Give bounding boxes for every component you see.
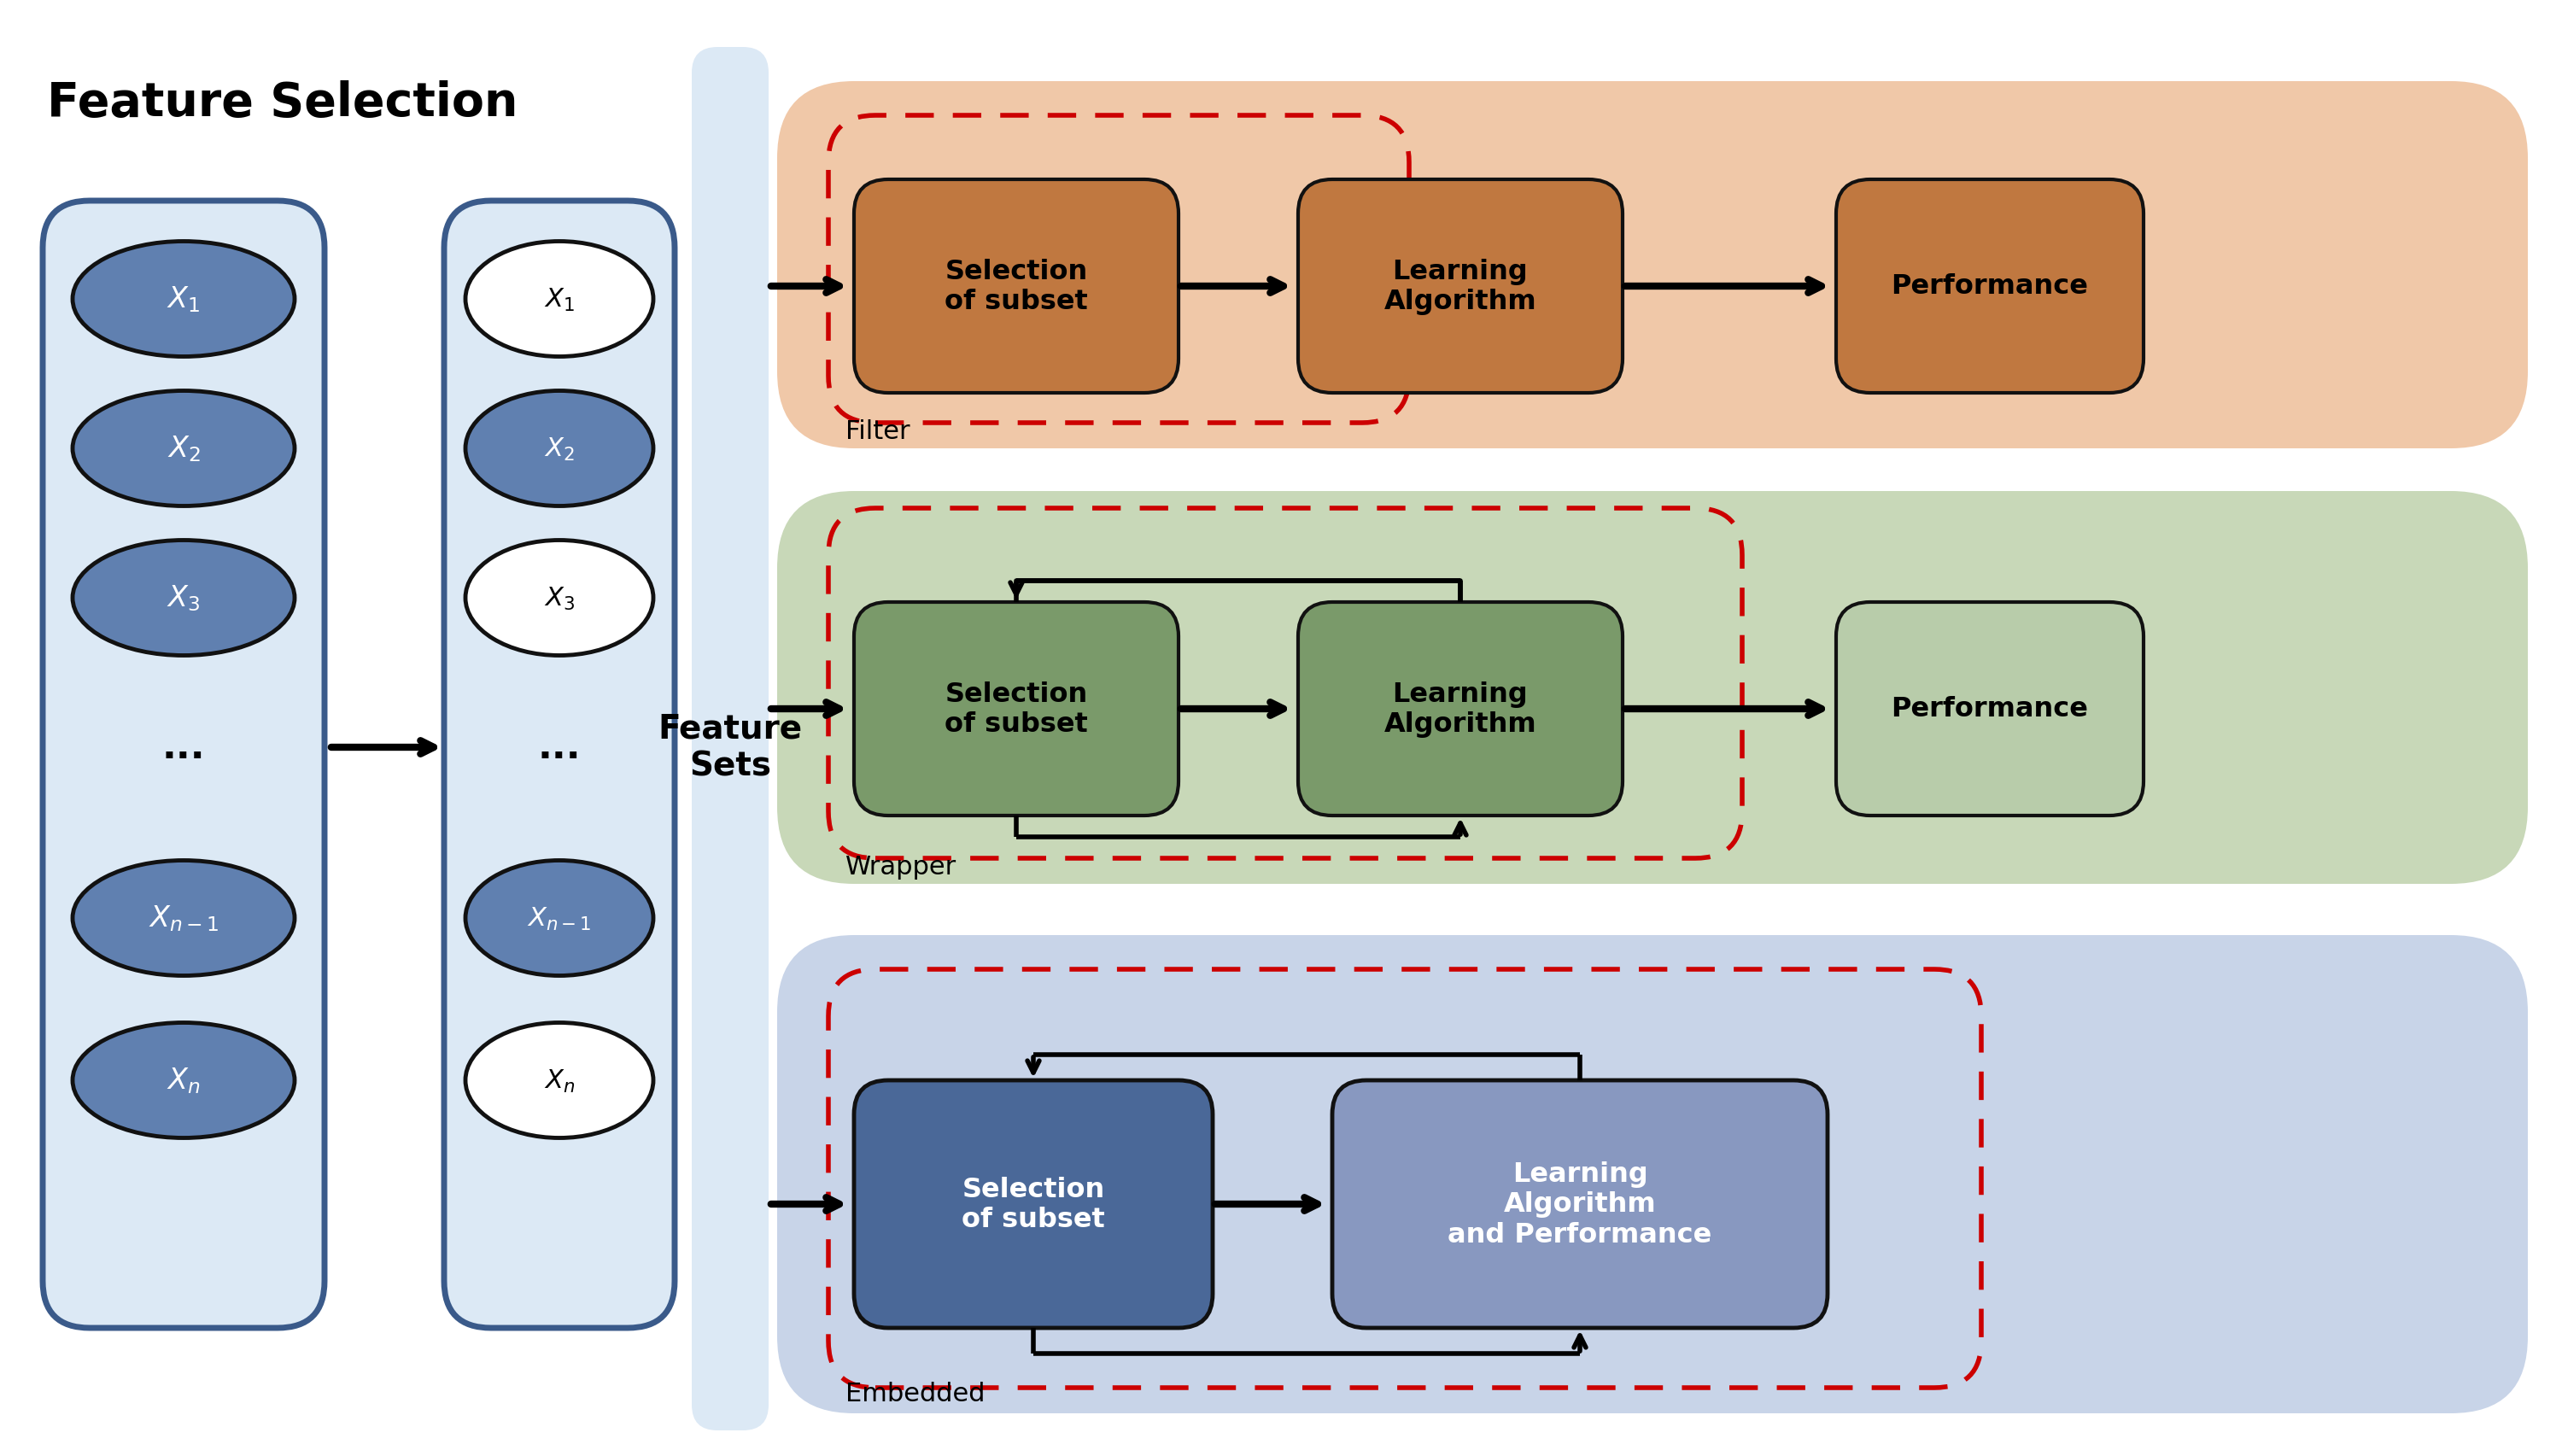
- Text: $X_n$: $X_n$: [543, 1067, 574, 1093]
- Text: Performance: Performance: [1891, 274, 2088, 300]
- Text: Performance: Performance: [1891, 696, 2088, 722]
- Ellipse shape: [72, 1024, 295, 1139]
- Text: $X_2$: $X_2$: [167, 434, 200, 463]
- Text: Wrapper: Wrapper: [845, 855, 956, 879]
- Text: Feature Selection: Feature Selection: [46, 80, 518, 127]
- Text: $X_{n-1}$: $X_{n-1}$: [149, 904, 218, 933]
- Text: Learning
Algorithm
and Performance: Learning Algorithm and Performance: [1448, 1160, 1711, 1248]
- Ellipse shape: [72, 860, 295, 976]
- FancyBboxPatch shape: [776, 935, 2529, 1414]
- Ellipse shape: [466, 860, 653, 976]
- Text: $X_3$: $X_3$: [543, 585, 574, 612]
- Text: $X_3$: $X_3$: [167, 584, 200, 613]
- FancyBboxPatch shape: [776, 492, 2529, 884]
- Text: Selection
of subset: Selection of subset: [945, 681, 1089, 738]
- FancyBboxPatch shape: [1332, 1080, 1827, 1328]
- Text: $X_n$: $X_n$: [167, 1066, 200, 1095]
- FancyBboxPatch shape: [853, 181, 1179, 393]
- Ellipse shape: [466, 1024, 653, 1139]
- Text: Learning
Algorithm: Learning Algorithm: [1383, 258, 1537, 316]
- FancyBboxPatch shape: [692, 48, 769, 1430]
- Ellipse shape: [72, 392, 295, 507]
- Text: Filter: Filter: [845, 419, 910, 444]
- FancyBboxPatch shape: [443, 201, 674, 1328]
- Text: Selection
of subset: Selection of subset: [961, 1176, 1104, 1233]
- Text: $X_2$: $X_2$: [543, 435, 574, 462]
- FancyBboxPatch shape: [1837, 181, 2144, 393]
- Text: Selection
of subset: Selection of subset: [945, 258, 1089, 316]
- Ellipse shape: [72, 540, 295, 655]
- FancyBboxPatch shape: [1299, 603, 1622, 815]
- Ellipse shape: [72, 242, 295, 357]
- Ellipse shape: [466, 392, 653, 507]
- Text: Feature
Sets: Feature Sets: [658, 712, 802, 783]
- FancyBboxPatch shape: [44, 201, 325, 1328]
- Text: $X_1$: $X_1$: [167, 285, 200, 314]
- Text: Embedded: Embedded: [845, 1380, 984, 1405]
- Ellipse shape: [466, 242, 653, 357]
- FancyBboxPatch shape: [776, 82, 2529, 448]
- Text: $X_{n-1}$: $X_{n-1}$: [528, 906, 592, 932]
- Text: $X_1$: $X_1$: [543, 287, 574, 313]
- Text: Learning
Algorithm: Learning Algorithm: [1383, 681, 1537, 738]
- FancyBboxPatch shape: [1299, 181, 1622, 393]
- FancyBboxPatch shape: [853, 603, 1179, 815]
- Ellipse shape: [466, 540, 653, 655]
- FancyBboxPatch shape: [1837, 603, 2144, 815]
- FancyBboxPatch shape: [853, 1080, 1212, 1328]
- Text: ...: ...: [161, 729, 205, 766]
- Text: ...: ...: [538, 729, 582, 766]
